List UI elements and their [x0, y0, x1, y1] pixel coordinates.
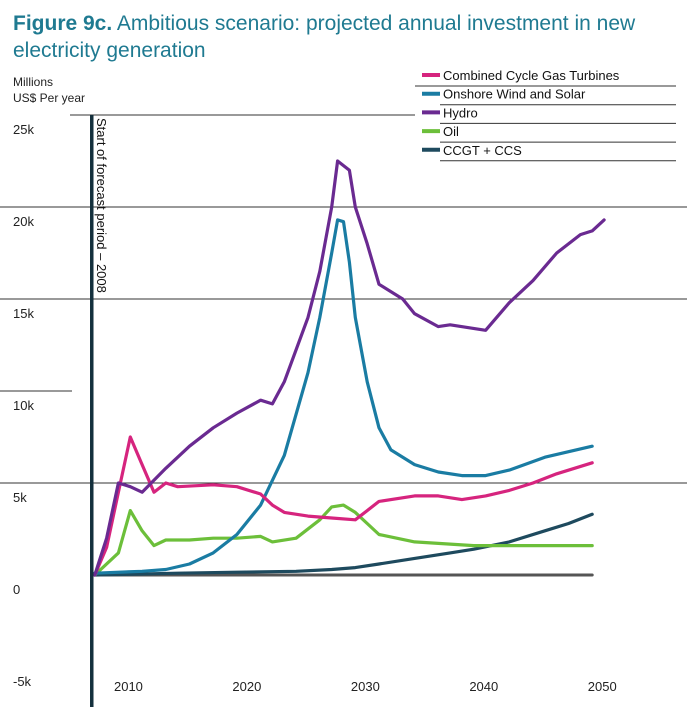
- x-tick-label: 2050: [588, 679, 617, 694]
- figure-title-text: Ambitious scenario: projected annual inv…: [13, 12, 636, 62]
- x-axis-ticks: 2010 2020 2030 2040 2050: [114, 679, 617, 694]
- forecast-marker: Start of forecast period – 2008: [90, 115, 109, 707]
- series-line: [93, 435, 594, 577]
- gridlines: [0, 114, 687, 484]
- y-tick-label: 20k: [13, 214, 34, 229]
- y-tick-label: 10k: [13, 398, 34, 413]
- legend-label: Onshore Wind and Solar: [443, 87, 586, 102]
- legend-label: Combined Cycle Gas Turbines: [443, 68, 620, 83]
- legend: Combined Cycle Gas Turbines Onshore Wind …: [415, 68, 676, 162]
- y-axis-ticks: -5k 0 5k 10k 15k 20k 25k: [13, 122, 34, 689]
- y-tick-label: -5k: [13, 674, 32, 689]
- units-line-1: Millions: [13, 75, 54, 89]
- x-tick-label: 2040: [469, 679, 498, 694]
- x-tick-label: 2010: [114, 679, 143, 694]
- y-tick-label: 25k: [13, 122, 34, 137]
- forecast-label: Start of forecast period – 2008: [94, 118, 109, 293]
- legend-label: CCGT + CCS: [443, 143, 522, 158]
- series-lines: [93, 159, 606, 577]
- legend-label: Hydro: [443, 105, 478, 120]
- x-tick-label: 2020: [232, 679, 261, 694]
- series-line: [93, 218, 594, 575]
- units-line-2: US$ Per year: [13, 91, 86, 105]
- y-tick-label: 5k: [13, 490, 27, 505]
- series-line: [93, 512, 594, 577]
- legend-label: Oil: [443, 124, 459, 139]
- y-tick-label: 0: [13, 582, 20, 597]
- y-axis-units: Millions US$ Per year: [13, 74, 85, 106]
- series-line: [93, 503, 594, 577]
- figure-number: Figure 9c.: [13, 12, 113, 35]
- chart-title: Figure 9c. Ambitious scenario: projected…: [13, 10, 683, 64]
- y-tick-label: 15k: [13, 306, 34, 321]
- x-tick-label: 2030: [351, 679, 380, 694]
- series-line: [93, 159, 606, 577]
